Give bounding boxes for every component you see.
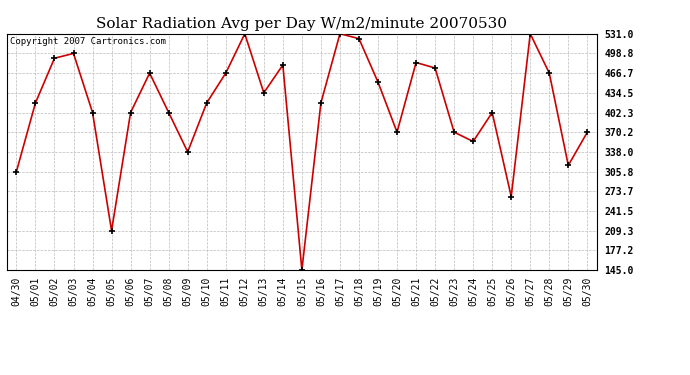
Title: Solar Radiation Avg per Day W/m2/minute 20070530: Solar Radiation Avg per Day W/m2/minute … — [97, 17, 507, 31]
Text: Copyright 2007 Cartronics.com: Copyright 2007 Cartronics.com — [10, 37, 166, 46]
